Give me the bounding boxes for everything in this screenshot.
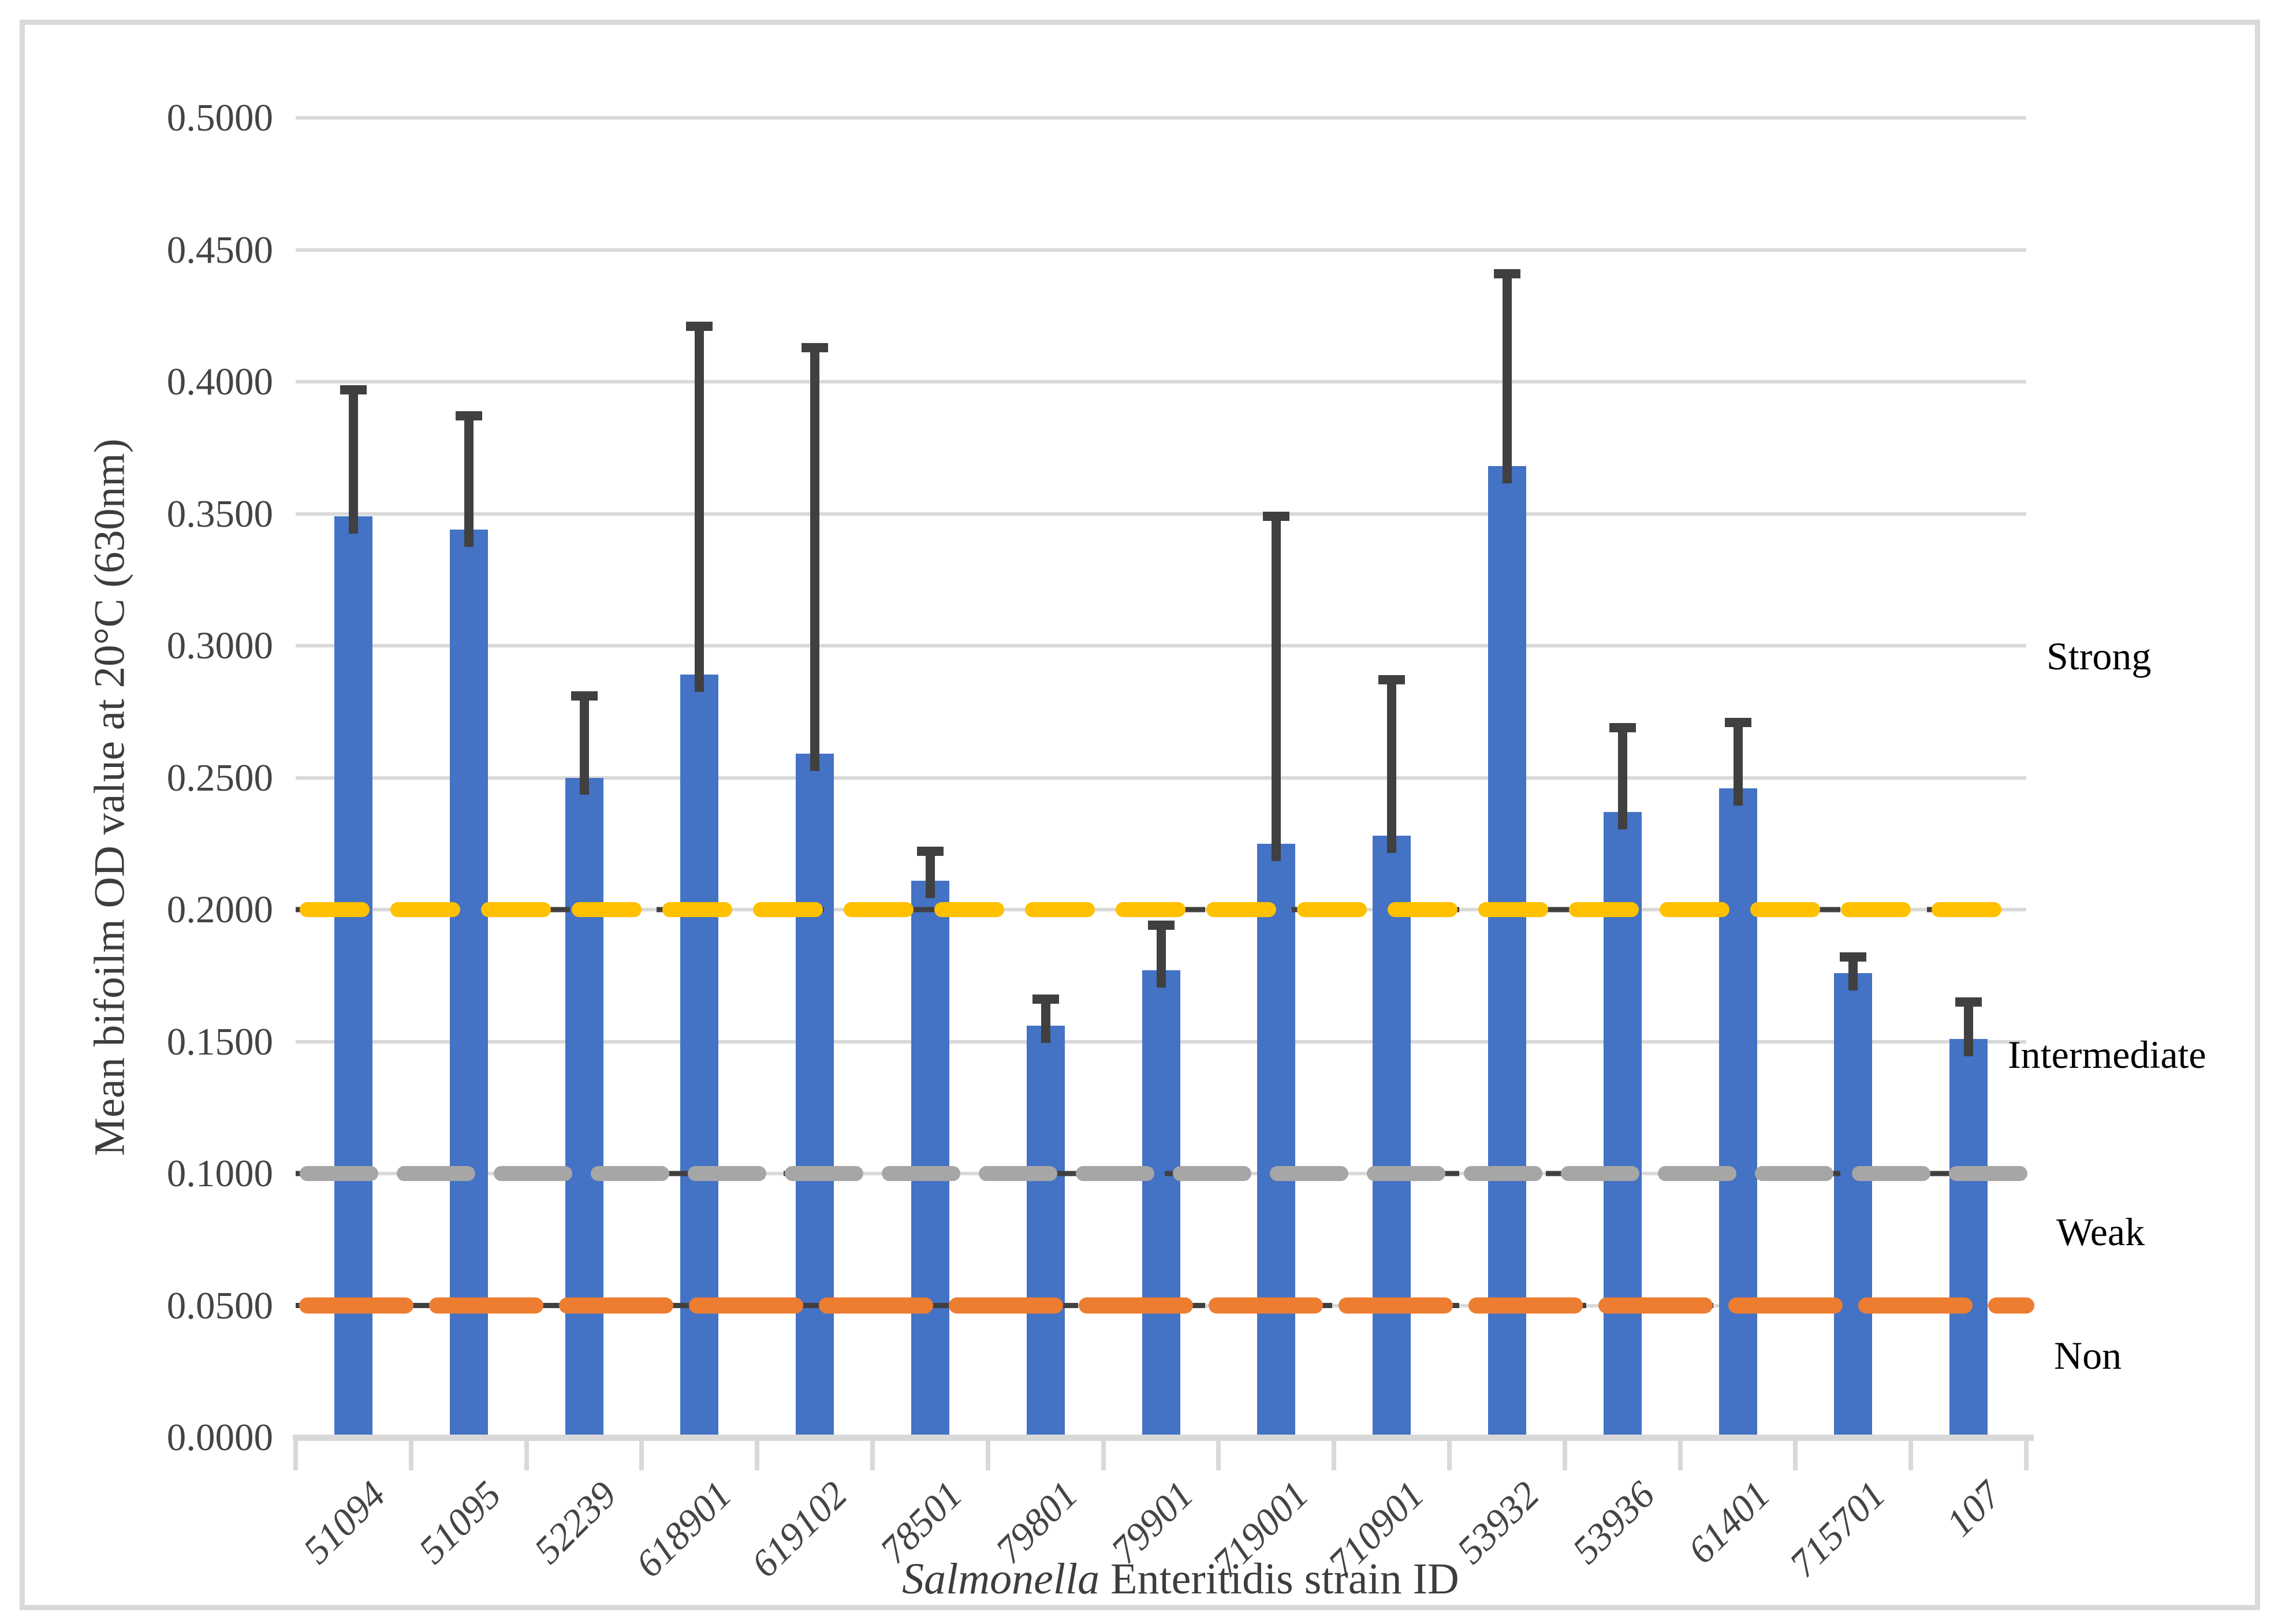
bar-719001 [1257,843,1296,1437]
error-bar-cap [1724,717,1751,727]
error-bar-cap [802,342,829,352]
error-bar-cap [686,322,713,331]
x-axis-tick [1793,1440,1798,1470]
bar-53932 [1488,466,1526,1437]
error-bar-stem [1272,516,1281,861]
error-bar-stem [1617,727,1627,829]
error-bar-cap [1032,994,1059,1004]
y-axis-tick-label: 0.4000 [166,360,273,403]
x-axis-tick [1562,1440,1567,1470]
y-gridline [296,248,2026,252]
y-axis-tick-label: 0.0000 [166,1416,273,1459]
y-gridline [296,512,2026,516]
y-axis-tick-label: 0.3500 [166,492,273,535]
y-gridline [296,644,2026,647]
error-bar-cap [1263,512,1290,522]
y-axis-tick-label: 0.0500 [166,1284,273,1327]
y-gridline [296,776,2026,780]
y-gridline [296,380,2026,383]
bar-52239 [565,777,603,1437]
y-axis-tick-label: 0.1500 [166,1020,273,1063]
y-axis-tick-label: 0.4500 [166,228,273,271]
y-axis-tick-label: 0.3000 [166,624,273,667]
error-bar-stem [348,389,358,534]
x-axis-tick [755,1440,760,1470]
x-axis-title-regular-part: Enteritidis strain ID [1099,1555,1459,1603]
x-axis-tick [1908,1440,1914,1470]
x-axis-tick [1447,1440,1452,1470]
y-axis-tick-label: 0.2500 [166,756,273,799]
zone-label-weak: Weak [2056,1209,2145,1254]
threshold-lines-layer [296,902,2034,1314]
error-bar-cap [916,847,944,856]
x-axis-tick [2024,1440,2029,1470]
bar-79901 [1142,970,1180,1437]
zone-label-intermediate: Intermediate [2008,1033,2206,1077]
bar-78501 [911,880,949,1437]
bar-61401 [1718,788,1757,1437]
y-gridline [296,116,2026,120]
error-bar-stem [925,851,935,898]
bar-79801 [1026,1026,1065,1437]
x-axis-tick [1332,1440,1337,1470]
x-axis-tick [639,1440,644,1470]
error-bar-cap [1493,269,1520,278]
error-bar-stem [810,347,820,772]
error-bar-cap [455,411,482,421]
error-bar-stem [1848,957,1858,990]
error-bar-cap [1955,997,1982,1007]
error-bar-stem [1156,925,1166,988]
x-axis-tick [1677,1440,1683,1470]
bar-107 [1949,1038,1988,1437]
x-axis-tick [524,1440,529,1470]
y-axis-title: Mean bifoilm OD value at 20°C (630nm) [85,438,134,1156]
x-axis-line [293,1435,2034,1441]
error-bar-cap [1378,675,1406,685]
error-bar-cap [571,691,598,701]
x-axis-tick [870,1440,875,1470]
x-axis-tick [1101,1440,1106,1470]
bar-51095 [449,529,488,1437]
y-axis-tick-label: 0.1000 [166,1152,273,1195]
error-bar-cap [1147,921,1175,930]
error-bar-stem [1733,722,1743,806]
bar-51094 [334,516,372,1437]
error-bar-stem [1964,1001,1974,1056]
zone-label-strong: Strong [2046,634,2152,679]
error-bar-stem [1502,273,1512,484]
x-axis-title-italic-part: Salmonella [902,1555,1100,1603]
error-bar-stem [695,326,704,692]
error-bar-cap [340,385,367,394]
x-axis-tick [408,1440,413,1470]
error-bar-cap [1840,952,1867,962]
y-axis-tick-label: 0.5000 [166,96,273,139]
error-bar-stem [1387,680,1397,854]
bar-619102 [796,754,834,1437]
error-bar-cap [1609,722,1636,732]
x-axis-title: Salmonella Enteritidis strain ID [315,1554,2046,1604]
x-axis-tick [293,1440,298,1470]
bar-710901 [1373,836,1411,1437]
zone-label-non: Non [2054,1334,2122,1378]
error-bar-stem [1041,999,1050,1044]
x-axis-tick [1216,1440,1221,1470]
error-bar-stem [464,416,474,547]
bar-715701 [1834,973,1873,1437]
y-axis-tick-label: 0.2000 [166,888,273,931]
error-bar-stem [579,695,589,795]
chart-border-frame: 0.0000 0.0500 0.1000 0.1500 0.2000 0.2500 0.30… [20,20,2260,1610]
x-axis-tick [985,1440,990,1470]
